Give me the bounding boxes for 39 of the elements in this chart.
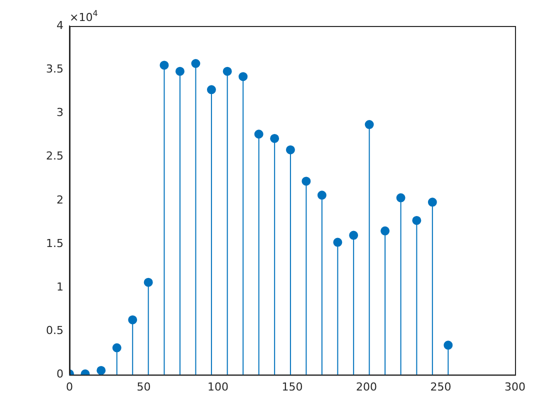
x-tick-label: 250 [430, 380, 452, 394]
y-tick-label: 0 [56, 368, 64, 381]
y-tick-label: 1 [56, 280, 64, 294]
point [428, 198, 437, 207]
y-tick-label: 3.5 [46, 62, 64, 76]
y-tick-label: 2.5 [46, 150, 64, 163]
x-tick-label: 100 [207, 380, 228, 394]
point [364, 120, 374, 130]
y-tick-label: 1.5 [46, 236, 64, 250]
y-tick-label: 0.5 [46, 324, 64, 338]
point [112, 343, 122, 352]
point [254, 130, 264, 139]
y-tick-label: 3 [56, 106, 64, 120]
point [175, 66, 184, 76]
x-tick-label: 0 [66, 380, 73, 394]
point [128, 315, 138, 324]
x-tick-label: 200 [356, 380, 377, 394]
point [349, 230, 358, 240]
point [191, 58, 200, 68]
point [396, 193, 406, 202]
point [206, 85, 216, 94]
y-tick-label: 2 [56, 193, 64, 206]
point [144, 278, 153, 287]
x-tick-label: 50 [136, 380, 151, 394]
point [412, 216, 422, 225]
point [238, 72, 248, 82]
point [333, 238, 342, 247]
point [270, 134, 280, 143]
point [222, 66, 232, 76]
point [317, 190, 326, 200]
point [380, 226, 390, 236]
y-tick-label: 4 [56, 18, 64, 32]
point [286, 145, 295, 154]
point [160, 60, 169, 70]
point [302, 176, 311, 186]
x-tick-label: 150 [282, 380, 303, 394]
point [96, 366, 106, 375]
x-tick-label: 300 [504, 380, 526, 394]
point [444, 340, 453, 350]
